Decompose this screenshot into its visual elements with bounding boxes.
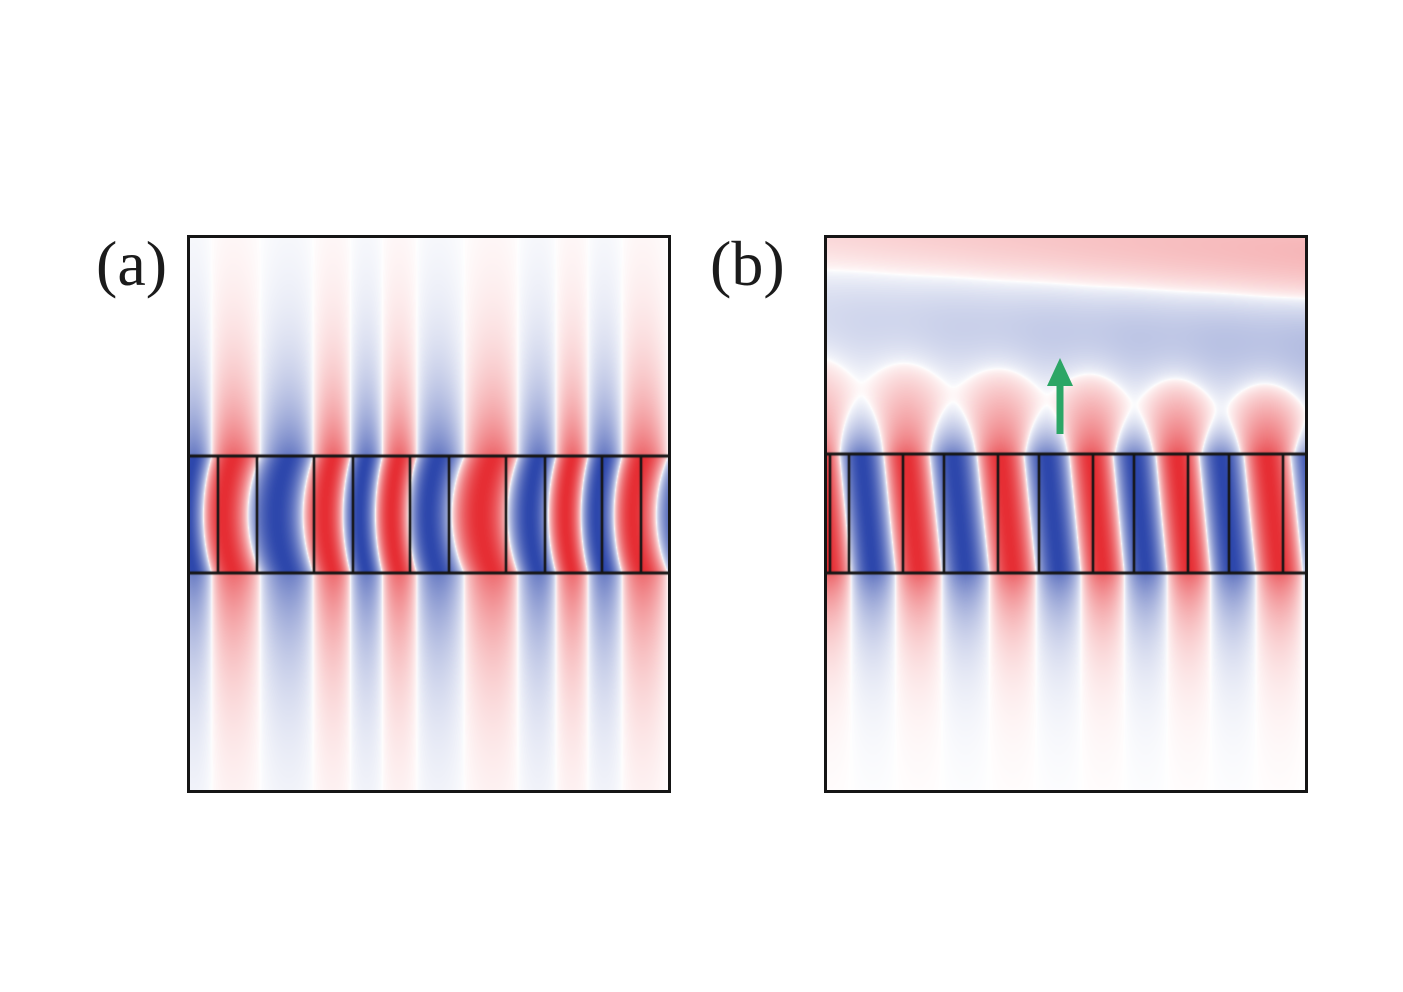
radiation-arrow-shape — [1047, 358, 1073, 434]
panel-b-field-canvas — [827, 238, 1305, 790]
panel-b-frame — [824, 235, 1308, 793]
panel-a-label: (a) — [96, 228, 168, 299]
radiation-arrow-icon — [1047, 358, 1073, 434]
panel-a-field-canvas — [190, 238, 668, 790]
panel-a-frame — [187, 235, 671, 793]
panel-b-label: (b) — [710, 228, 785, 299]
